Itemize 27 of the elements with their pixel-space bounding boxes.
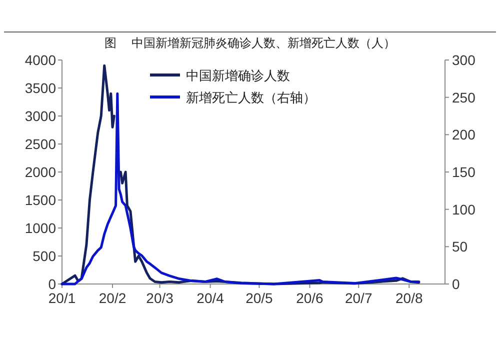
y-tick-label: 3000 (24, 108, 56, 124)
y2-tick-label: 0 (452, 276, 460, 292)
y-tick-label: 2500 (24, 136, 56, 152)
x-tick-label: 20/2 (98, 290, 126, 306)
y-tick-label: 3500 (24, 80, 56, 96)
chart-title: 图 中国新增新冠肺炎确诊人数、新增死亡人数（人） (104, 36, 396, 50)
y-tick-label: 4000 (24, 52, 56, 68)
x-tick-label: 20/6 (296, 290, 324, 306)
y-tick-label: 0 (48, 276, 56, 292)
y2-tick-label: 50 (452, 238, 468, 255)
x-tick-label: 20/5 (246, 290, 274, 306)
y-tick-label: 2000 (24, 164, 56, 180)
legend-label: 新增死亡人数（右轴） (186, 90, 316, 106)
y2-tick-label: 300 (452, 52, 476, 68)
x-tick-label: 20/4 (196, 290, 224, 306)
x-tick-label: 20/8 (396, 290, 423, 306)
y-tick-label: 1500 (24, 192, 56, 208)
y2-tick-label: 250 (452, 89, 476, 106)
y-tick-label: 1000 (24, 220, 56, 236)
y2-tick-label: 200 (452, 126, 476, 143)
x-tick-label: 20/1 (48, 290, 76, 306)
x-tick-label: 20/7 (344, 290, 372, 306)
y-tick-label: 500 (32, 248, 56, 264)
legend-label: 中国新增确诊人数 (186, 69, 290, 84)
y2-tick-label: 150 (452, 164, 476, 180)
y2-tick-label: 100 (452, 201, 476, 218)
x-tick-label: 20/3 (146, 290, 174, 306)
